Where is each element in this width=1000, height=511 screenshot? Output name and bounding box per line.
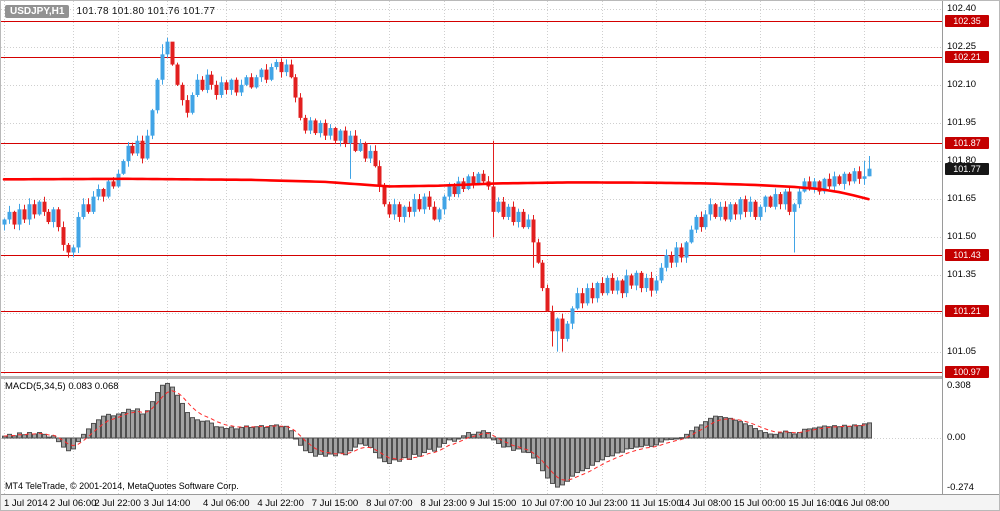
time-axis-label: 10 Jul 23:00 bbox=[575, 498, 628, 509]
time-axis-label: 11 Jul 15:00 bbox=[630, 498, 682, 509]
time-axis-label: 10 Jul 07:00 bbox=[521, 498, 574, 509]
price-axis-label: 102.40 bbox=[947, 2, 977, 14]
macd-indicator-label: MACD(5,34,5) 0.083 0.068 bbox=[5, 381, 119, 392]
price-axis-label: 101.95 bbox=[947, 116, 977, 128]
price-level-badge: 101.21 bbox=[945, 304, 989, 317]
price-level-badge: 101.87 bbox=[945, 137, 989, 150]
time-axis-label: 9 Jul 15:00 bbox=[469, 498, 517, 509]
time-axis-label: 1 Jul 2014 bbox=[4, 498, 48, 509]
price-axis[interactable]: 102.40 102.25 102.10 101.95 101.80 101.65 101.… bbox=[942, 1, 999, 494]
ohlc-quote-readout: 101.78 101.80 101.76 101.77 bbox=[76, 6, 216, 17]
price-axis-label: 101.80 bbox=[947, 155, 977, 167]
current-price-badge: 101.77 bbox=[945, 162, 989, 175]
price-axis-label: 101.65 bbox=[947, 193, 977, 205]
time-axis-label: 2 Jul 22:00 bbox=[94, 498, 141, 509]
macd-axis-label: -0.274 bbox=[947, 481, 974, 493]
time-axis-label: 4 Jul 22:00 bbox=[257, 498, 304, 509]
time-axis-label: 15 Jul 16:00 bbox=[788, 498, 841, 509]
price-chart-canvas[interactable] bbox=[1, 1, 942, 377]
time-axis-label: 8 Jul 23:00 bbox=[420, 498, 467, 509]
price-axis-label: 101.05 bbox=[947, 345, 977, 357]
time-axis[interactable]: 1 Jul 2014 2 Jul 06:00 2 Jul 22:00 3 Jul 14… bbox=[1, 494, 999, 510]
price-axis-label: 102.25 bbox=[947, 40, 977, 52]
price-axis-label: 102.10 bbox=[947, 78, 977, 90]
time-axis-label: 16 Jul 08:00 bbox=[837, 498, 890, 509]
price-axis-label: 101.35 bbox=[947, 269, 977, 281]
price-level-badge: 102.21 bbox=[945, 50, 989, 63]
macd-indicator-pane bbox=[1, 379, 942, 494]
price-axis-label: 101.50 bbox=[947, 231, 977, 243]
time-axis-label: 15 Jul 00:00 bbox=[733, 498, 786, 509]
time-axis-label: 14 Jul 08:00 bbox=[679, 498, 732, 509]
price-chart-pane bbox=[1, 1, 942, 377]
price-level-badge: 101.43 bbox=[945, 249, 989, 262]
price-level-badge: 100.97 bbox=[945, 365, 989, 378]
time-axis-label: 7 Jul 15:00 bbox=[311, 498, 359, 509]
macd-panel-canvas[interactable] bbox=[1, 379, 942, 494]
time-axis-label: 8 Jul 07:00 bbox=[366, 498, 413, 509]
copyright-text: MT4 TeleTrade, © 2001-2014, MetaQuotes S… bbox=[5, 481, 239, 491]
time-axis-label: 2 Jul 06:00 bbox=[49, 498, 97, 509]
chart-title-overlay: USDJPY,H1 101.78 101.80 101.76 101.77 bbox=[5, 5, 215, 18]
macd-axis-label: 0.00 bbox=[947, 432, 966, 443]
price-level-badge: 102.35 bbox=[945, 15, 989, 28]
symbol-timeframe-label: USDJPY,H1 bbox=[5, 5, 70, 18]
macd-axis-label: 0.308 bbox=[947, 380, 971, 391]
time-axis-label: 4 Jul 06:00 bbox=[203, 498, 250, 509]
time-axis-label: 3 Jul 14:00 bbox=[143, 498, 191, 509]
panel-splitter[interactable] bbox=[1, 376, 999, 379]
